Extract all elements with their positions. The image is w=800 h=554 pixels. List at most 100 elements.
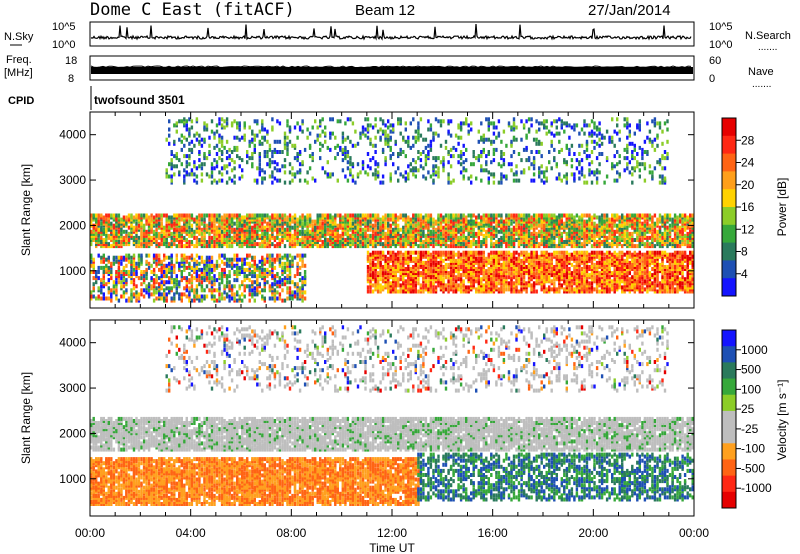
echo-cell: [671, 265, 674, 269]
echo-cell: [616, 260, 619, 265]
echo-cell: [303, 215, 307, 220]
echo-cell: [381, 231, 385, 236]
echo-cell: [432, 217, 435, 222]
echo-cell: [195, 221, 199, 226]
echo-cell: [417, 235, 420, 240]
echo-cell: [683, 265, 687, 269]
echo-cell: [384, 242, 387, 247]
echo-cell: [308, 213, 312, 218]
echo-cell: [618, 223, 621, 228]
echo-cell: [346, 238, 350, 242]
echo-cell: [487, 252, 490, 257]
echo-cell: [686, 254, 689, 259]
echo-cell: [110, 288, 113, 293]
echo-cell: [160, 213, 163, 218]
echo-cell: [525, 229, 528, 234]
echo-cell: [439, 250, 443, 255]
echo-cell: [316, 238, 319, 242]
echo-cell: [643, 271, 647, 276]
echo-cell: [225, 231, 229, 236]
echo-cell: [256, 221, 259, 226]
echo-cell: [142, 231, 146, 236]
echo-cell: [371, 229, 375, 234]
echo-cell: [389, 229, 392, 234]
echo-cell: [573, 287, 576, 292]
echo-cell: [419, 271, 423, 276]
echo-cell: [165, 223, 168, 228]
echo-cell: [578, 215, 581, 220]
echo-cell: [97, 242, 100, 247]
echo-cell: [560, 231, 563, 236]
echo-cell: [117, 265, 121, 270]
echo-cell: [218, 213, 221, 218]
echo-cell: [324, 225, 327, 230]
echo-cell: [175, 227, 178, 232]
echo-cell: [371, 242, 375, 247]
echo-cell: [641, 262, 644, 267]
echo-cell: [472, 275, 475, 280]
echo-cell: [112, 238, 116, 242]
freq-trace-edge: [90, 65, 692, 69]
echo-cell: [465, 262, 468, 267]
echo-cell: [112, 229, 116, 234]
echo-cell: [593, 262, 596, 267]
echo-cell: [538, 275, 541, 280]
echo-cell: [424, 279, 428, 284]
echo-cell: [213, 231, 216, 236]
echo-cell: [200, 238, 204, 242]
cpid-text: twofsound 3501: [94, 93, 185, 107]
echo-cell: [349, 242, 352, 247]
echo-cell: [600, 225, 604, 230]
echo-cell: [238, 240, 241, 244]
echo-cell: [324, 242, 327, 247]
echo-cell: [442, 265, 445, 269]
echo-cell: [553, 213, 556, 218]
echo-cell: [334, 213, 337, 218]
echo-cell: [147, 227, 151, 232]
echo-cell: [505, 225, 508, 230]
echo-cell: [233, 221, 236, 226]
echo-cell: [220, 229, 224, 234]
echo-cell: [613, 213, 616, 218]
echo-cell: [495, 250, 498, 255]
echo-cell: [102, 219, 105, 224]
echo-cell: [663, 265, 667, 269]
echo-cell: [565, 223, 568, 228]
echo-cell: [585, 265, 589, 269]
echo-cell: [535, 231, 538, 236]
echo-cell: [427, 267, 430, 271]
echo-cell: [248, 229, 251, 234]
echo-cell: [371, 289, 375, 294]
echo-cell: [399, 254, 402, 259]
echo-cell: [168, 221, 171, 226]
echo-cell: [218, 231, 221, 236]
echo-cell: [150, 242, 153, 247]
echo-cell: [241, 215, 244, 220]
echo-cell: [404, 213, 407, 218]
echo-cell: [351, 217, 355, 222]
echo-cell: [376, 265, 380, 269]
echo-cell: [369, 219, 372, 224]
echo-cell: [251, 227, 254, 232]
echo-cell: [621, 265, 624, 269]
echo-cell: [331, 215, 334, 220]
echo-cell: [472, 250, 475, 255]
echo-cell: [376, 258, 380, 263]
echo-cell: [210, 227, 214, 232]
echo-cell: [444, 262, 448, 267]
echo-cell: [666, 279, 669, 284]
echo-cell: [281, 221, 284, 226]
echo-cell: [381, 242, 385, 247]
echo-cell: [369, 252, 372, 257]
echo-cell: [334, 217, 337, 222]
echo-cell: [228, 221, 231, 226]
echo-cell: [301, 229, 304, 234]
echo-cell: [444, 267, 448, 271]
echo-cell: [611, 217, 614, 222]
echo-cell: [573, 275, 576, 280]
echo-cell: [170, 219, 173, 224]
echo-cell: [122, 238, 126, 242]
echo-cell: [424, 217, 428, 222]
echo-cell: [621, 223, 624, 228]
echo-cell: [454, 279, 458, 284]
